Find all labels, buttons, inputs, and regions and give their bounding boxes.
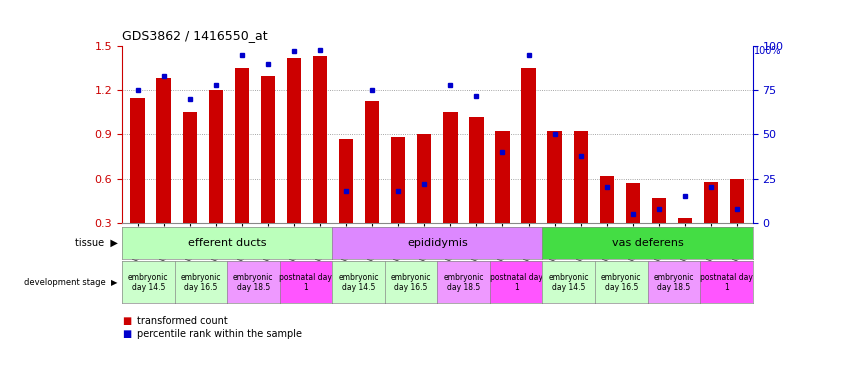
Text: development stage  ▶: development stage ▶ bbox=[24, 278, 118, 287]
Text: ■: ■ bbox=[122, 329, 131, 339]
Bar bbox=[547, 131, 562, 223]
Text: efferent ducts: efferent ducts bbox=[188, 238, 267, 248]
Text: embryonic
day 14.5: embryonic day 14.5 bbox=[548, 273, 589, 292]
Text: vas deferens: vas deferens bbox=[611, 238, 684, 248]
Bar bbox=[626, 183, 640, 223]
Bar bbox=[521, 68, 536, 223]
Bar bbox=[704, 182, 718, 223]
Bar bbox=[313, 56, 327, 223]
Bar bbox=[495, 131, 510, 223]
Text: embryonic
day 18.5: embryonic day 18.5 bbox=[233, 273, 273, 292]
Text: tissue  ▶: tissue ▶ bbox=[75, 238, 118, 248]
Text: embryonic
day 14.5: embryonic day 14.5 bbox=[128, 273, 168, 292]
Bar bbox=[182, 112, 197, 223]
Text: embryonic
day 16.5: embryonic day 16.5 bbox=[391, 273, 431, 292]
Bar bbox=[678, 218, 692, 223]
Text: embryonic
day 18.5: embryonic day 18.5 bbox=[443, 273, 484, 292]
Bar bbox=[339, 139, 353, 223]
Text: postnatal day
1: postnatal day 1 bbox=[279, 273, 332, 292]
Text: postnatal day
1: postnatal day 1 bbox=[489, 273, 542, 292]
Bar bbox=[574, 131, 588, 223]
Text: postnatal day
1: postnatal day 1 bbox=[700, 273, 753, 292]
Text: transformed count: transformed count bbox=[137, 316, 228, 326]
Bar bbox=[235, 68, 249, 223]
Text: epididymis: epididymis bbox=[407, 238, 468, 248]
Bar bbox=[287, 58, 301, 223]
Text: percentile rank within the sample: percentile rank within the sample bbox=[137, 329, 302, 339]
Bar bbox=[730, 179, 744, 223]
Bar bbox=[209, 90, 223, 223]
Bar bbox=[600, 175, 614, 223]
Bar bbox=[130, 98, 145, 223]
Text: 100%: 100% bbox=[754, 46, 782, 56]
Bar bbox=[365, 101, 379, 223]
Bar bbox=[443, 112, 458, 223]
Text: GDS3862 / 1416550_at: GDS3862 / 1416550_at bbox=[122, 29, 267, 42]
Bar bbox=[391, 137, 405, 223]
Text: embryonic
day 16.5: embryonic day 16.5 bbox=[601, 273, 642, 292]
Bar bbox=[417, 134, 431, 223]
Bar bbox=[261, 76, 275, 223]
Text: embryonic
day 16.5: embryonic day 16.5 bbox=[181, 273, 221, 292]
Bar bbox=[652, 198, 666, 223]
Text: embryonic
day 14.5: embryonic day 14.5 bbox=[338, 273, 378, 292]
Text: ■: ■ bbox=[122, 316, 131, 326]
Bar bbox=[469, 117, 484, 223]
Text: embryonic
day 18.5: embryonic day 18.5 bbox=[653, 273, 694, 292]
Bar bbox=[156, 78, 171, 223]
